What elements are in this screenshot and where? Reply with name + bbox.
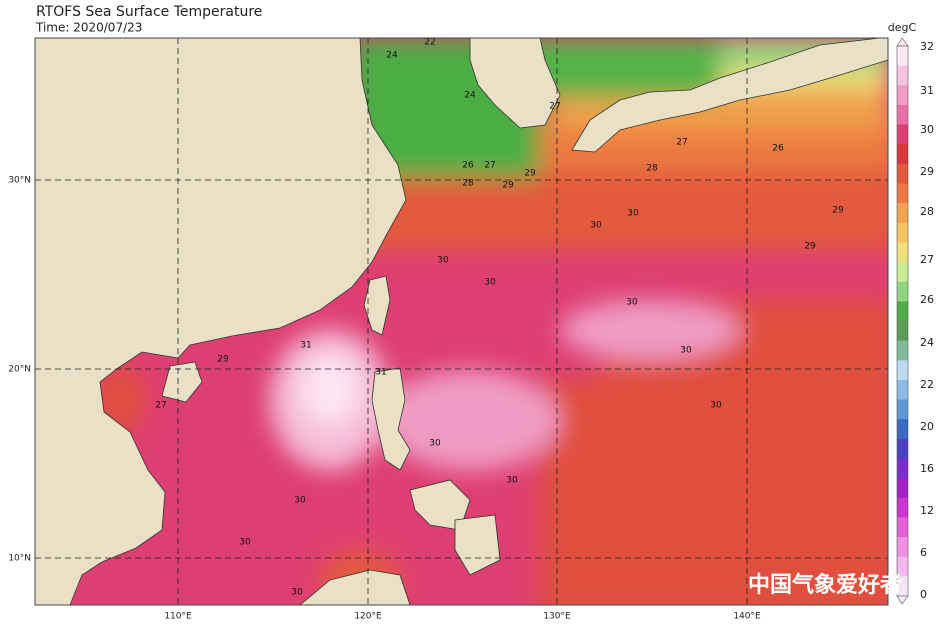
contour-label: 30 <box>710 401 722 411</box>
contour-label: 24 <box>464 91 476 101</box>
colorbar-segment <box>897 576 908 597</box>
colorbar-segment <box>897 399 908 420</box>
colorbar-segment <box>897 222 908 243</box>
colorbar-segment <box>897 537 908 558</box>
contour-label: 28 <box>646 164 658 174</box>
colorbar-segment <box>897 379 908 401</box>
lon-label: 120°E <box>354 612 382 622</box>
colorbar-label: 0 <box>920 588 927 601</box>
lat-label: 10°N <box>8 554 31 564</box>
colorbar-unit: degC <box>888 21 917 34</box>
contour-label: 30 <box>291 588 303 598</box>
map-area: 22 24 24 26 27 28 29 27 28 29 29 30 30 30 30 31 31 29 30 30… <box>35 38 888 605</box>
graticule <box>35 38 888 605</box>
contour-label: 30 <box>506 476 518 486</box>
contour-label: 30 <box>680 346 692 356</box>
colorbar-segment <box>897 104 908 126</box>
watermark: 中国气象爱好者 <box>748 572 902 598</box>
contour-label: 27 <box>155 401 166 411</box>
colorbar-segment <box>897 321 908 342</box>
contour-label: 30 <box>626 298 638 308</box>
contour-label: 31 <box>375 368 386 378</box>
contour-label: 31 <box>300 341 311 351</box>
lon-label: 110°E <box>164 612 192 622</box>
colorbar-label: 30 <box>920 123 934 136</box>
colorbar-segment <box>897 163 908 184</box>
colorbar-label: 27 <box>920 253 934 266</box>
contour-label: 27 <box>676 138 687 148</box>
lon-label: 140°E <box>733 612 761 622</box>
contour-label: 24 <box>386 51 398 61</box>
colorbar-segment <box>897 478 908 499</box>
colorbar-label: 28 <box>920 205 934 218</box>
lat-label: 30°N <box>8 176 31 186</box>
contour-label: 27 <box>484 161 495 171</box>
contour-label: 30 <box>484 278 496 288</box>
colorbar-segment <box>897 203 908 224</box>
contour-label: 30 <box>239 538 251 548</box>
lon-label: 130°E <box>543 612 571 622</box>
map-frame <box>34 37 889 606</box>
colorbar-frame <box>896 45 909 597</box>
colorbar-segment <box>897 281 908 302</box>
colorbar-segment <box>897 360 908 381</box>
colorbar <box>896 37 909 605</box>
colorbar-label: 29 <box>920 165 934 178</box>
colorbar-segment <box>897 242 908 263</box>
colorbar-label: 12 <box>920 504 934 517</box>
colorbar-segment <box>897 262 908 283</box>
lat-label: 20°N <box>8 365 31 375</box>
contour-label: 30 <box>437 256 449 266</box>
colorbar-label: 32 <box>920 40 934 53</box>
contour-label: 30 <box>429 439 441 449</box>
colorbar-segment <box>897 301 908 322</box>
colorbar-label: 16 <box>920 462 934 475</box>
contour-label: 29 <box>502 181 514 191</box>
colorbar-segment <box>897 458 908 479</box>
colorbar-label: 24 <box>920 336 934 349</box>
colorbar-segment <box>897 497 908 518</box>
contour-label: 29 <box>832 206 844 216</box>
colorbar-label: 26 <box>920 293 934 306</box>
colorbar-label: 31 <box>920 84 934 97</box>
contour-label: 30 <box>627 209 639 219</box>
contour-label: 27 <box>549 102 560 112</box>
colorbar-segment <box>897 419 908 440</box>
contour-label: 26 <box>772 144 784 154</box>
time: Time: 2020/07/23 <box>35 21 142 35</box>
colorbar-segment <box>897 556 908 577</box>
colorbar-segment <box>897 340 908 361</box>
colorbar-label: 20 <box>920 420 934 433</box>
colorbar-segment <box>897 144 908 165</box>
contour-label: 22 <box>424 38 435 48</box>
contour-label: 30 <box>590 221 602 231</box>
contour-label: 26 <box>462 161 474 171</box>
colorbar-segment <box>897 85 908 106</box>
contour-label: 30 <box>294 496 306 506</box>
colorbar-segment <box>897 517 908 538</box>
contour-label: 29 <box>217 355 229 365</box>
colorbar-segment <box>897 124 908 145</box>
colorbar-label: 6 <box>920 546 927 559</box>
colorbar-label: 22 <box>920 378 934 391</box>
colorbar-segment <box>897 46 908 67</box>
colorbar-segment <box>897 65 908 86</box>
contour-label: 28 <box>462 179 474 189</box>
contour-label: 29 <box>524 169 536 179</box>
colorbar-segment <box>897 183 908 204</box>
colorbar-segment <box>897 438 908 459</box>
contour-label: 29 <box>804 242 816 252</box>
title: RTOFS Sea Surface Temperature <box>36 4 262 20</box>
